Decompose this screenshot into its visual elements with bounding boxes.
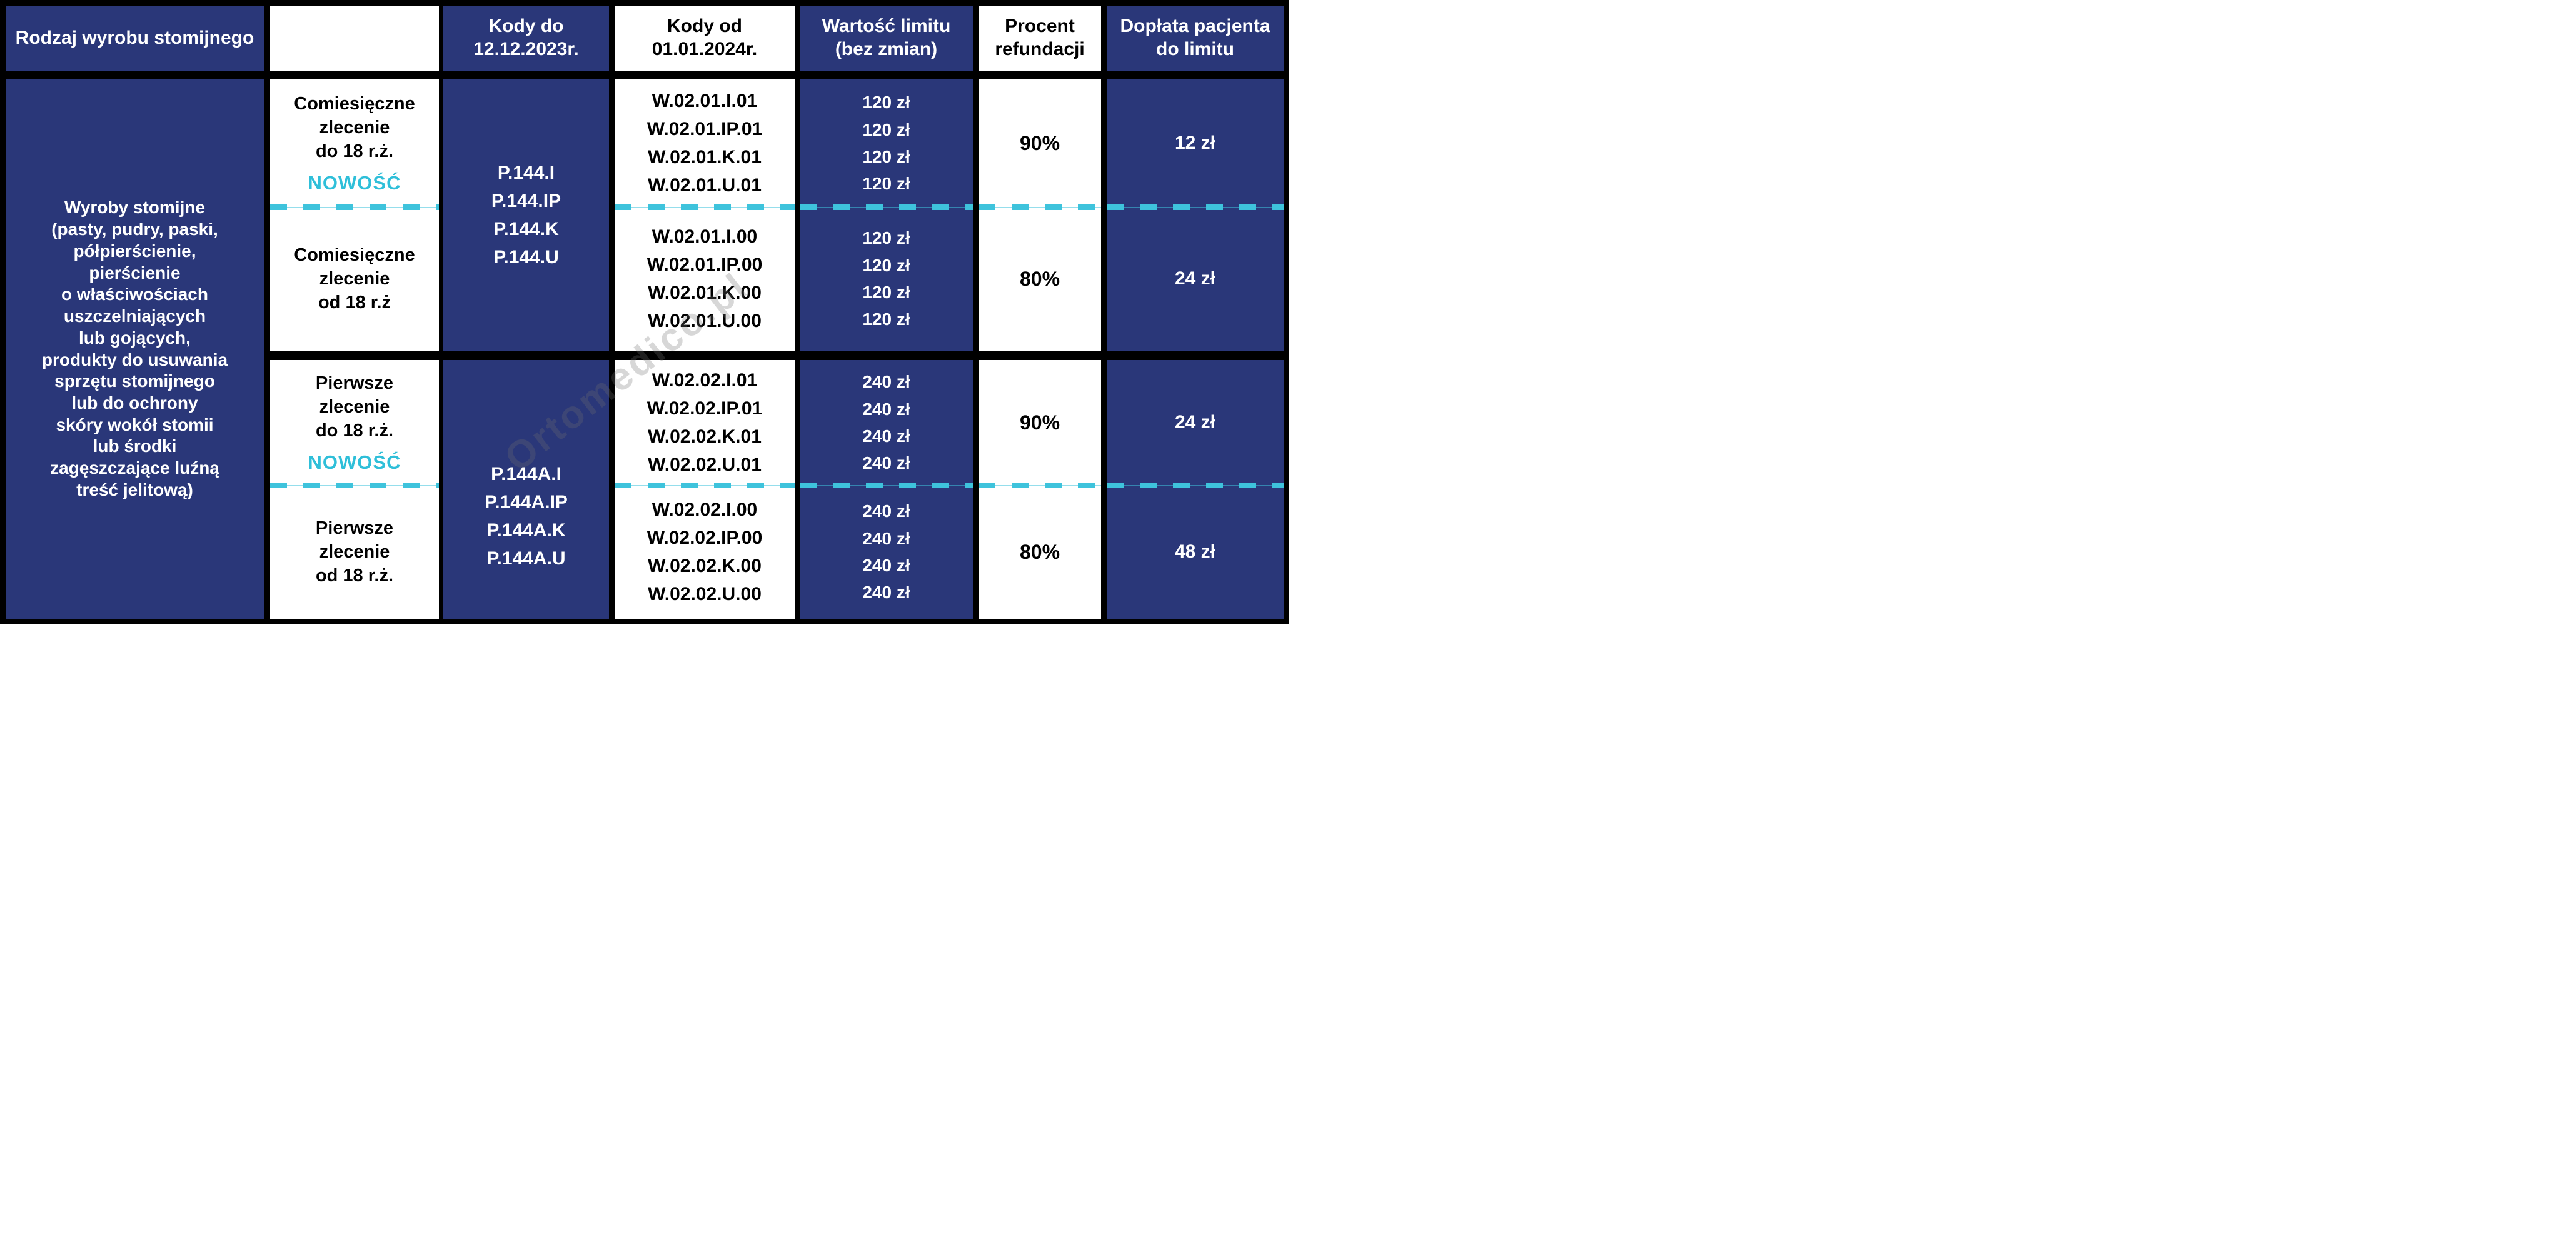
s1r1-order-type-cell: Comiesięczne zlecenie do 18 r.ż. NOWOŚĆ: [270, 79, 439, 210]
limit-line: 120 zł: [862, 309, 910, 329]
copay-value: 24 zł: [1174, 268, 1216, 289]
s1r2-copay-cell: 24 zł: [1107, 207, 1284, 351]
code-line: W.02.02.U.00: [648, 584, 762, 604]
code-line: P.144.K: [493, 219, 559, 239]
code-line: W.02.01.I.00: [652, 226, 758, 247]
code-line: W.02.01.IP.00: [647, 254, 763, 275]
s2r2-order-type-cell: Pierwsze zlecenie od 18 r.ż.: [270, 485, 439, 619]
product-category-text: Wyroby stomijne (pasty, pudry, paski, pó…: [41, 198, 228, 499]
limit-line: 120 zł: [862, 147, 910, 166]
code-line: W.02.02.K.01: [648, 426, 762, 447]
limit-line: 240 zł: [862, 556, 910, 575]
new-badge: NOWOŚĆ: [308, 451, 401, 474]
limit-line: 120 zł: [862, 283, 910, 302]
refund-percent: 80%: [1019, 540, 1060, 563]
limit-line: 120 zł: [862, 93, 910, 113]
s1r2-refund-cell: 80%: [979, 207, 1101, 351]
limit-line: 240 zł: [862, 372, 910, 392]
copay-value: 12 zł: [1174, 133, 1216, 153]
s2r2-limit-cell: 240 zł 240 zł 240 zł 240 zł: [800, 485, 973, 619]
s2r1-copay-cell: 24 zł: [1107, 360, 1284, 488]
header-order-type-empty: [270, 6, 439, 71]
header-product-type: Rodzaj wyrobu stomijnego: [6, 6, 264, 71]
limit-line: 120 zł: [862, 119, 910, 139]
limit-line: 240 zł: [862, 528, 910, 548]
code-line: W.02.02.U.01: [648, 454, 762, 475]
reimbursement-table: Rodzaj wyrobu stomijnego Kody do 12.12.2…: [0, 0, 1289, 624]
code-line: W.02.01.I.01: [652, 91, 758, 111]
s2r2-refund-cell: 80%: [979, 485, 1101, 619]
limit-line: 120 zł: [862, 174, 910, 194]
refund-percent: 90%: [1019, 131, 1060, 154]
s1r2-order-type-cell: Comiesięczne zlecenie od 18 r.ż: [270, 207, 439, 351]
order-type-text: Comiesięczne zlecenie do 18 r.ż.: [294, 93, 415, 162]
new-badge: NOWOŚĆ: [308, 172, 401, 194]
code-line: W.02.02.IP.01: [647, 398, 763, 419]
s2r1-codes-new-cell: W.02.02.I.01 W.02.02.IP.01 W.02.02.K.01 …: [615, 360, 795, 488]
code-line: P.144.IP: [491, 191, 561, 211]
limit-line: 240 zł: [862, 426, 910, 446]
s1r2-limit-cell: 120 zł 120 zł 120 zł 120 zł: [800, 207, 973, 351]
s1r1-codes-new-cell: W.02.01.I.01 W.02.01.IP.01 W.02.01.K.01 …: [615, 79, 795, 210]
code-line: P.144.U: [493, 247, 559, 268]
s2r1-order-type-cell: Pierwsze zlecenie do 18 r.ż. NOWOŚĆ: [270, 360, 439, 488]
limit-line: 120 zł: [862, 228, 910, 248]
s1r1-limit-cell: 120 zł 120 zł 120 zł 120 zł: [800, 79, 973, 210]
header-limit-value: Wartość limitu (bez zmian): [800, 6, 973, 71]
copay-value: 48 zł: [1174, 541, 1216, 562]
code-line: W.02.01.U.00: [648, 311, 762, 331]
code-line: W.02.02.IP.00: [647, 528, 763, 548]
code-line: W.02.01.K.01: [648, 147, 762, 168]
limit-line: 240 zł: [862, 399, 910, 419]
code-line: W.02.01.U.01: [648, 175, 762, 196]
s2r2-codes-new-cell: W.02.02.I.00 W.02.02.IP.00 W.02.02.K.00 …: [615, 485, 795, 619]
header-codes-until: Kody do 12.12.2023r.: [443, 6, 609, 71]
s2r1-limit-cell: 240 zł 240 zł 240 zł 240 zł: [800, 360, 973, 488]
copay-value: 24 zł: [1174, 412, 1216, 433]
code-line: W.02.01.IP.01: [647, 119, 763, 139]
limit-line: 240 zł: [862, 583, 910, 603]
s1r1-refund-cell: 90%: [979, 79, 1101, 210]
s2r1-refund-cell: 90%: [979, 360, 1101, 488]
code-line: W.02.02.I.01: [652, 370, 758, 391]
refund-percent: 80%: [1019, 267, 1060, 290]
header-patient-copay: Dopłata pacjenta do limitu: [1107, 6, 1284, 71]
limit-line: 240 zł: [862, 501, 910, 521]
refund-percent: 90%: [1019, 411, 1060, 434]
order-type-text: Pierwsze zlecenie do 18 r.ż.: [315, 373, 394, 441]
header-refund-percent: Procent refundacji: [979, 6, 1101, 71]
code-line: P.144A.IP: [485, 491, 568, 513]
s1-codes-old-cell: P.144.I P.144.IP P.144.K P.144.U: [443, 79, 609, 351]
code-line: W.02.01.K.00: [648, 283, 762, 303]
code-line: W.02.02.I.00: [652, 499, 758, 520]
product-category-cell: Wyroby stomijne (pasty, pudry, paski, pó…: [6, 79, 264, 619]
s1r2-codes-new-cell: W.02.01.I.00 W.02.01.IP.00 W.02.01.K.00 …: [615, 207, 795, 351]
code-line: P.144A.K: [486, 519, 566, 541]
code-line: P.144.I: [497, 163, 555, 183]
limit-line: 240 zł: [862, 453, 910, 473]
order-type-text: Pierwsze zlecenie od 18 r.ż.: [315, 518, 394, 586]
code-line: P.144A.U: [486, 548, 566, 569]
s1r1-copay-cell: 12 zł: [1107, 79, 1284, 210]
header-codes-from: Kody od 01.01.2024r.: [615, 6, 795, 71]
s2-codes-old-cell: P.144A.I P.144A.IP P.144A.K P.144A.U: [443, 360, 609, 619]
code-line: W.02.02.K.00: [648, 556, 762, 576]
s2r2-copay-cell: 48 zł: [1107, 485, 1284, 619]
code-line: P.144A.I: [491, 463, 561, 484]
limit-line: 120 zł: [862, 255, 910, 275]
order-type-text: Comiesięczne zlecenie od 18 r.ż: [294, 244, 415, 313]
